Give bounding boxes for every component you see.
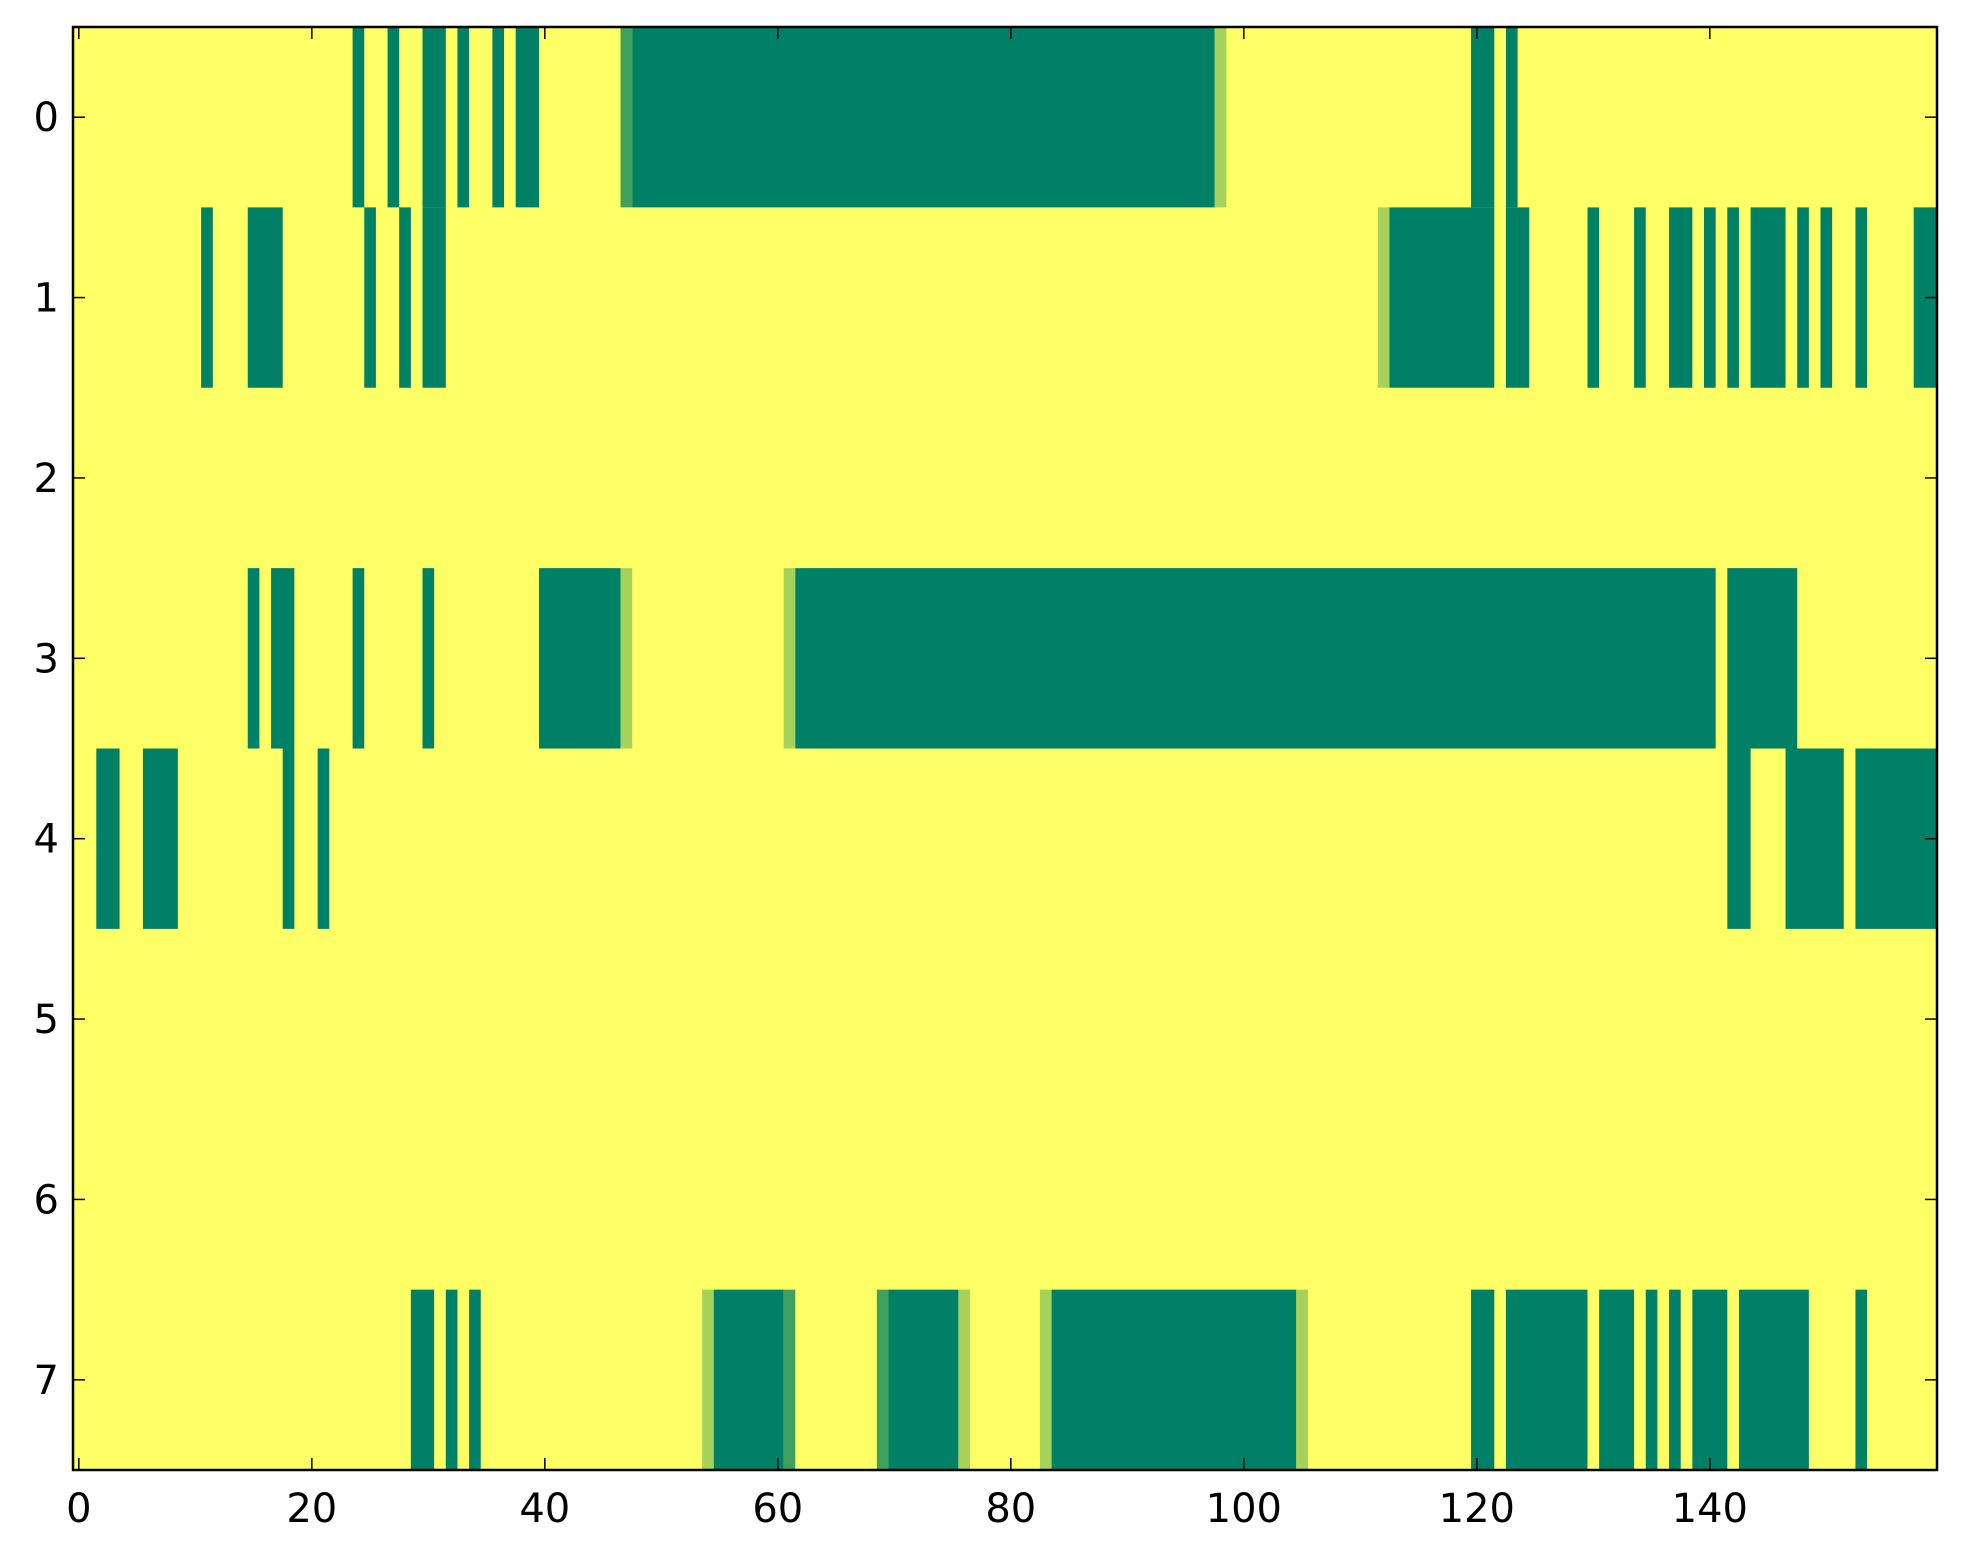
heatmap-cell-row-7 bbox=[702, 1289, 714, 1471]
heatmap-cell-row-1 bbox=[1750, 207, 1786, 388]
heatmap-cell-row-1 bbox=[1505, 207, 1530, 388]
heatmap-cell-row-0 bbox=[620, 27, 633, 208]
heatmap-cell-row-7 bbox=[1296, 1289, 1308, 1471]
heatmap-cell-row-1 bbox=[422, 207, 446, 388]
heatmap-cell-row-7 bbox=[1051, 1289, 1297, 1471]
heatmap-cell-row-1 bbox=[1669, 207, 1693, 388]
heatmap-cell-row-4 bbox=[1855, 748, 1937, 929]
heatmap-cell-row-1 bbox=[247, 207, 283, 388]
heatmap-cell-row-1 bbox=[1634, 207, 1646, 388]
x-tick-label: 60 bbox=[752, 1486, 803, 1532]
y-tick-label: 7 bbox=[34, 1358, 59, 1404]
y-tick-label: 4 bbox=[34, 817, 59, 863]
y-tick-label: 2 bbox=[34, 456, 59, 502]
heatmap-cell-row-3 bbox=[783, 568, 796, 749]
heatmap-cell-row-7 bbox=[1599, 1289, 1635, 1471]
x-tick-label: 120 bbox=[1439, 1486, 1515, 1532]
heatmap-cell-row-1 bbox=[1820, 207, 1833, 388]
x-tick-label: 80 bbox=[985, 1486, 1036, 1532]
x-axis: 0 20 40 60 80 100 120 140 bbox=[66, 27, 1748, 1532]
heatmap-cell-row-4 bbox=[317, 748, 330, 929]
heatmap-cell-row-1 bbox=[364, 207, 376, 388]
heatmap-cell-row-3 bbox=[271, 568, 295, 749]
heatmap-cell-row-3 bbox=[1727, 568, 1798, 749]
heatmap-cell-row-7 bbox=[1645, 1289, 1658, 1471]
heatmap-cell-row-7 bbox=[1471, 1289, 1495, 1471]
heatmap-cell-row-3 bbox=[620, 568, 633, 749]
heatmap-cell-row-7 bbox=[469, 1289, 481, 1471]
y-tick-label: 0 bbox=[34, 95, 59, 141]
heatmap-cell-row-7 bbox=[1855, 1289, 1868, 1471]
heatmap-cell-row-4 bbox=[96, 748, 120, 929]
heatmap-cell-row-7 bbox=[783, 1289, 796, 1471]
heatmap-cell-row-1 bbox=[1377, 207, 1390, 388]
heatmap-cell-row-0 bbox=[492, 27, 505, 208]
y-tick-label: 6 bbox=[34, 1177, 59, 1223]
heatmap-cell-row-0 bbox=[1505, 27, 1518, 208]
heatmap-cell-row-3 bbox=[795, 568, 1716, 749]
heatmap-cell-row-4 bbox=[1727, 748, 1751, 929]
heatmap-cell-row-1 bbox=[201, 207, 213, 388]
heatmap-cell-row-7 bbox=[445, 1289, 458, 1471]
y-tick-label: 1 bbox=[34, 276, 59, 322]
heatmap-cell-row-3 bbox=[422, 568, 435, 749]
x-tick-label: 140 bbox=[1672, 1486, 1748, 1532]
heatmap-cell-row-1 bbox=[1704, 207, 1716, 388]
heatmap-cell-row-1 bbox=[1587, 207, 1600, 388]
heatmap-cell-row-1 bbox=[1389, 207, 1495, 388]
heatmap-cell-row-1 bbox=[1727, 207, 1739, 388]
heatmap-cell-row-1 bbox=[1855, 207, 1868, 388]
heatmap-cell-row-7 bbox=[876, 1289, 889, 1471]
axes-frame bbox=[71, 25, 1939, 1472]
x-tick-label: 40 bbox=[519, 1486, 570, 1532]
heatmap-cell-row-0 bbox=[457, 27, 470, 208]
heatmap-cell-row-4 bbox=[1785, 748, 1844, 929]
heatmap-cell-row-7 bbox=[713, 1289, 784, 1471]
x-tick-label: 20 bbox=[286, 1486, 337, 1532]
heatmap-cell-row-0 bbox=[422, 27, 446, 208]
y-tick-label: 5 bbox=[34, 997, 59, 1043]
x-tick-label: 100 bbox=[1206, 1486, 1282, 1532]
heatmap-cell-row-4 bbox=[142, 748, 178, 929]
heatmap-cell-row-3 bbox=[539, 568, 621, 749]
heatmap-cell-row-7 bbox=[958, 1289, 971, 1471]
heatmap-cell-row-1 bbox=[1797, 207, 1809, 388]
heatmap-cell-row-7 bbox=[1738, 1289, 1809, 1471]
heatmap-cell-row-7 bbox=[1692, 1289, 1728, 1471]
heatmap-cell-row-0 bbox=[1471, 27, 1495, 208]
x-tick-label: 0 bbox=[66, 1486, 91, 1532]
heatmap-cell-row-7 bbox=[888, 1289, 959, 1471]
heatmap-cell-row-7 bbox=[410, 1289, 435, 1471]
y-tick-label: 3 bbox=[34, 636, 59, 682]
heatmap-cell-row-7 bbox=[1039, 1289, 1052, 1471]
y-axis: 0 1 2 3 4 5 6 7 bbox=[34, 95, 1937, 1404]
heatmap-cell-row-0 bbox=[632, 27, 1215, 208]
heatmap-cell-row-7 bbox=[1505, 1289, 1588, 1471]
heatmap-cell-row-0 bbox=[515, 27, 539, 208]
heatmap-cell-row-7 bbox=[1669, 1289, 1681, 1471]
heatmap-cell-row-0 bbox=[387, 27, 400, 208]
heatmap-cell-row-4 bbox=[282, 748, 295, 929]
heatmap-cell-row-0 bbox=[352, 27, 365, 208]
heatmap-cell-row-3 bbox=[352, 568, 365, 749]
heatmap-cell-row-0 bbox=[1214, 27, 1227, 208]
plot-area bbox=[73, 27, 1937, 1471]
heatmap-cell-row-3 bbox=[247, 568, 260, 749]
heatmap-cell-row-1 bbox=[399, 207, 411, 388]
